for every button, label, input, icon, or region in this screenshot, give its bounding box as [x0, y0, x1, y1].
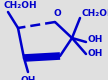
- Text: OH: OH: [87, 36, 102, 44]
- Text: CH₂OH: CH₂OH: [4, 2, 38, 10]
- Text: OH: OH: [20, 76, 36, 80]
- Text: OH: OH: [87, 50, 102, 58]
- Text: CH₂OH: CH₂OH: [82, 8, 108, 18]
- Text: O: O: [53, 9, 61, 18]
